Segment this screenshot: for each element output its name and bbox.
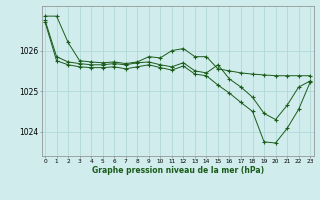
X-axis label: Graphe pression niveau de la mer (hPa): Graphe pression niveau de la mer (hPa) [92,166,264,175]
